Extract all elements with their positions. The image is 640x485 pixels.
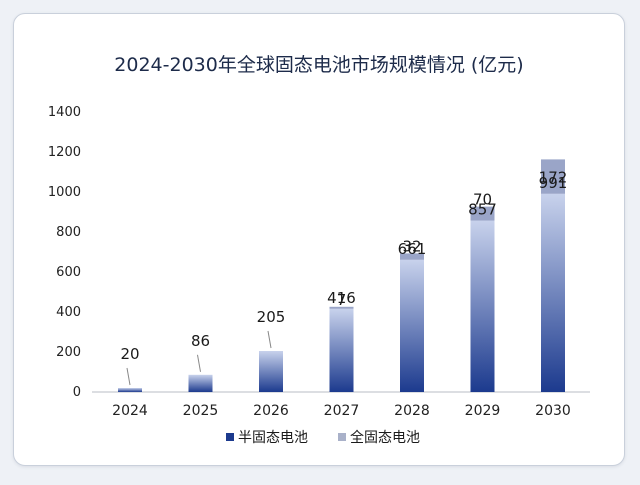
chart-card: 2024-2030年全球固态电池市场规模情况 (亿元) 0 200 400 600 80… (13, 13, 625, 466)
x-tick-label: 2028 (394, 403, 430, 419)
y-tick-label: 200 (56, 345, 81, 360)
data-label-leader (197, 354, 201, 372)
bar-semi-solid (400, 259, 424, 392)
y-tick-label: 600 (56, 265, 81, 280)
data-label-leader (126, 367, 131, 386)
x-tick-label: 2025 (183, 403, 219, 419)
legend-label-full-solid: 全固态电池 (350, 429, 420, 446)
y-tick-label: 1400 (48, 105, 81, 120)
data-label-semi-solid: 86 (191, 332, 210, 350)
y-tick-label: 0 (73, 385, 81, 400)
legend-label-semi-solid: 半固态电池 (238, 430, 308, 446)
data-label-semi-solid: 205 (257, 308, 286, 326)
data-label-full-solid: 172 (539, 169, 568, 187)
data-label-semi-solid: 857 (468, 201, 497, 219)
bar-full-solid (400, 253, 424, 260)
legend-swatch-semi-solid (226, 433, 234, 441)
data-label-leader (267, 330, 272, 349)
bar-chart: 2024-2030年全球固态电池市场规模情况 (亿元) 0 200 400 600 80… (48, 54, 590, 446)
x-tick-label: 2024 (112, 403, 148, 419)
data-label-full-solid: 70 (473, 191, 492, 209)
bar-semi-solid (118, 388, 142, 392)
bar-full-solid (541, 159, 565, 194)
bar-semi-solid (188, 374, 213, 392)
bar-semi-solid (541, 193, 565, 392)
x-axis: 2024 2025 2026 2027 2028 2029 2030 (112, 403, 571, 419)
data-label-semi-solid: 416 (327, 289, 356, 307)
y-tick-label: 1200 (48, 145, 81, 160)
bar-full-solid (470, 206, 495, 221)
data-label-semi-solid: 991 (539, 174, 568, 192)
chart-title: 2024-2030年全球固态电池市场规模情况 (亿元) (114, 54, 523, 76)
data-label-full-solid: 32 (402, 237, 421, 255)
legend: 半固态电池 全固态电池 (226, 429, 420, 446)
y-axis: 0 200 400 600 800 1000 1200 1400 (48, 105, 81, 400)
data-label-full-solid: 7 (337, 291, 347, 309)
bar-full-solid (329, 306, 354, 309)
x-tick-label: 2027 (324, 403, 360, 419)
data-label-semi-solid: 20 (120, 345, 139, 363)
data-label-semi-solid: 661 (398, 240, 427, 258)
bar-semi-solid (470, 220, 495, 392)
x-tick-label: 2026 (253, 403, 289, 419)
y-tick-label: 800 (56, 225, 81, 240)
bar-semi-solid (259, 351, 283, 392)
bar-semi-solid (329, 308, 354, 392)
y-tick-label: 1000 (48, 185, 81, 200)
y-tick-label: 400 (56, 305, 81, 320)
x-tick-label: 2030 (535, 403, 571, 419)
legend-swatch-full-solid (338, 433, 346, 441)
x-tick-label: 2029 (465, 403, 501, 419)
